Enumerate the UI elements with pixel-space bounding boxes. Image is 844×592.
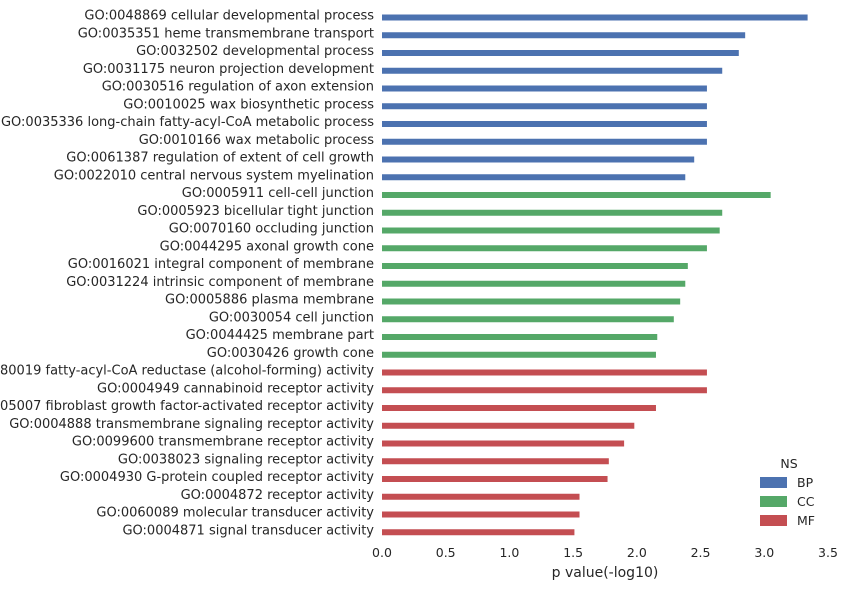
- bar-bp: [382, 32, 746, 39]
- bar-bp: [382, 121, 707, 127]
- bar-bp: [382, 14, 808, 21]
- category-label: GO:0005886 plasma membrane: [165, 293, 374, 308]
- bar-mf: [382, 511, 580, 518]
- bar-cc: [382, 280, 686, 287]
- bar-mf: [382, 529, 575, 536]
- category-label: GO:0004888 transmembrane signaling recep…: [9, 417, 374, 432]
- category-label: GO:0044295 axonal growth cone: [160, 239, 374, 254]
- x-axis-title: p value(-log10): [552, 565, 659, 581]
- legend-label-cc: CC: [797, 494, 815, 509]
- category-label: GO:0005923 bicellular tight junction: [137, 204, 374, 219]
- category-label: GO:0030516 regulation of axon extension: [102, 80, 374, 95]
- x-tick-label: 3.5: [818, 545, 838, 560]
- category-label: GO:0005007 fibroblast growth factor-acti…: [0, 399, 374, 414]
- category-label: GO:0099600 transmembrane receptor activi…: [72, 435, 374, 450]
- category-label: GO:0004871 signal transducer activity: [122, 523, 374, 538]
- category-label: GO:0035351 heme transmembrane transport: [78, 26, 374, 41]
- bar-mf: [382, 493, 580, 500]
- legend: NS BP CC MF: [760, 456, 815, 528]
- category-label: GO:0016021 integral component of membran…: [68, 257, 374, 272]
- bar-mf: [382, 476, 608, 482]
- bar-cc: [382, 351, 656, 358]
- category-label: GO:0031175 neuron projection development: [83, 62, 374, 77]
- bar-mf: [382, 440, 625, 447]
- bar-mf: [382, 369, 707, 376]
- x-tick-label: 0.0: [372, 545, 392, 560]
- category-label: GO:0032502 developmental process: [136, 44, 374, 59]
- bar-cc: [382, 209, 723, 216]
- category-label: GO:0004872 receptor activity: [181, 488, 375, 503]
- bar-mf: [382, 422, 635, 429]
- legend-title: NS: [780, 456, 797, 471]
- bars-layer: [382, 14, 808, 536]
- bar-mf: [382, 387, 707, 394]
- bar-mf: [382, 405, 656, 411]
- bar-cc: [382, 334, 658, 340]
- category-label: GO:0048869 cellular developmental proces…: [84, 9, 374, 24]
- bar-bp: [382, 103, 707, 110]
- bar-bp: [382, 85, 707, 92]
- bar-bp: [382, 138, 707, 145]
- category-label: GO:0030426 growth cone: [207, 346, 374, 361]
- legend-label-mf: MF: [797, 513, 815, 528]
- category-label: GO:0010166 wax metabolic process: [139, 133, 375, 148]
- category-label: GO:0060089 molecular transducer activity: [96, 506, 374, 521]
- category-label: GO:0022010 central nervous system myelin…: [54, 168, 374, 183]
- category-label: GO:0005911 cell-cell junction: [182, 186, 374, 201]
- x-tick-label: 3.0: [754, 545, 774, 560]
- bar-cc: [382, 263, 688, 269]
- category-label: GO:0004930 G-protein coupled receptor ac…: [60, 470, 374, 485]
- category-label: GO:0061387 regulation of extent of cell …: [66, 151, 374, 166]
- category-label: GO:0010025 wax biosynthetic process: [123, 97, 374, 112]
- category-label: GO:0038023 signaling receptor activity: [118, 452, 374, 467]
- category-label: GO:0030054 cell junction: [209, 310, 374, 325]
- category-label: GO:0044425 membrane part: [186, 328, 374, 343]
- bar-bp: [382, 156, 695, 163]
- x-tick-label: 1.5: [563, 545, 583, 560]
- legend-label-bp: BP: [797, 475, 814, 490]
- x-tick-label: 2.0: [627, 545, 647, 560]
- bar-bp: [382, 50, 739, 56]
- bar-bp: [382, 174, 686, 181]
- legend-swatch-cc: [760, 496, 787, 507]
- category-label: GO:0080019 fatty-acyl-CoA reductase (alc…: [0, 364, 374, 379]
- bar-cc: [382, 227, 720, 234]
- x-axis-ticks: 0.0 0.5 1.0 1.5 2.0 2.5 3.0 3.5: [372, 545, 838, 560]
- x-tick-label: 2.5: [691, 545, 711, 560]
- bar-mf: [382, 458, 609, 465]
- category-label: GO:0035336 long-chain fatty-acyl-CoA met…: [1, 115, 374, 130]
- legend-swatch-bp: [760, 477, 787, 488]
- x-tick-label: 0.5: [436, 545, 456, 560]
- bar-cc: [382, 245, 707, 252]
- bar-cc: [382, 298, 681, 305]
- category-label: GO:0004949 cannabinoid receptor activity: [97, 381, 374, 396]
- category-label: GO:0031224 intrinsic component of membra…: [66, 275, 374, 290]
- category-labels: GO:0048869 cellular developmental proces…: [0, 9, 374, 539]
- x-tick-label: 1.0: [499, 545, 519, 560]
- bar-cc: [382, 192, 771, 198]
- category-label: GO:0070160 occluding junction: [169, 222, 374, 237]
- legend-swatch-mf: [760, 515, 787, 526]
- bar-cc: [382, 316, 674, 323]
- bar-bp: [382, 67, 723, 74]
